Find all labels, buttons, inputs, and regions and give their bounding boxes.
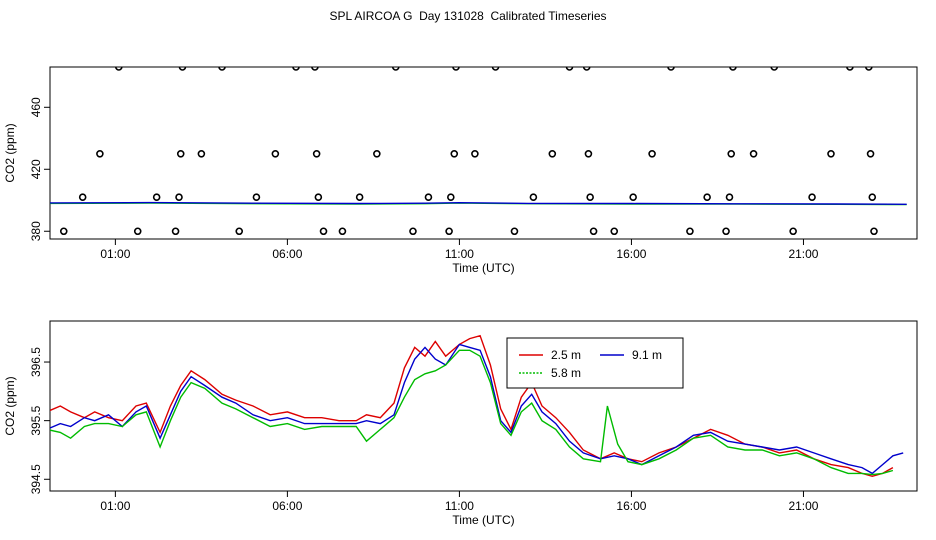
data-point (846, 67, 854, 71)
x-tick-label: 06:00 (272, 247, 302, 261)
chart-title: SPL AIRCOA G Day 131028 Calibrated Times… (329, 9, 607, 23)
data-point (565, 67, 574, 71)
data-point (629, 193, 637, 201)
data-point (319, 227, 328, 236)
data-point (152, 193, 161, 201)
data-point (271, 149, 280, 158)
legend-label: 5.8 m (551, 366, 581, 380)
data-point (471, 149, 479, 158)
data-point (175, 193, 183, 201)
plot-frame-1 (49, 66, 918, 240)
legend-label: 2.5 m (551, 348, 581, 362)
data-point (610, 227, 619, 236)
data-point (450, 149, 459, 158)
data-point (178, 67, 187, 71)
data-point (409, 227, 417, 236)
data-point (391, 67, 400, 71)
data-point (292, 67, 300, 71)
data-point (78, 193, 87, 201)
data-point (729, 67, 737, 71)
data-point (703, 193, 711, 201)
data-point (218, 67, 226, 71)
plot-frame-2 (49, 320, 918, 492)
data-point (510, 227, 519, 236)
x-tick-label: 01:00 (100, 499, 130, 513)
y-tick-label: 380 (29, 221, 43, 241)
legend-label: 9.1 m (632, 348, 662, 362)
data-point (827, 149, 835, 158)
data-point (866, 149, 875, 158)
x-tick-label: 16:00 (616, 247, 646, 261)
y-tick-label: 395.5 (29, 405, 43, 435)
data-point (865, 67, 873, 71)
data-point (445, 227, 453, 236)
data-point (870, 227, 878, 236)
data-point (789, 227, 797, 236)
data-point (722, 227, 730, 236)
series-line-2 (50, 201, 907, 205)
data-point (197, 149, 206, 158)
data-point (648, 149, 656, 158)
data-point (548, 149, 557, 158)
legend-box (506, 337, 684, 389)
x-tick-label: 16:00 (616, 499, 646, 513)
y-tick-label: 394.5 (29, 464, 43, 494)
y-tick-label: 396.5 (29, 347, 43, 377)
data-point (686, 227, 694, 236)
data-point (355, 193, 364, 201)
data-point (868, 193, 877, 201)
data-point (529, 193, 538, 201)
data-point (171, 227, 180, 236)
series-line-5-8-m (50, 349, 894, 476)
data-point (424, 193, 433, 201)
data-point (59, 227, 68, 236)
data-point (589, 227, 598, 236)
plot-area-1 (50, 67, 907, 236)
data-point (452, 67, 460, 71)
y-axis-label: CO2 (ppm) (3, 376, 17, 435)
x-tick-label: 21:00 (788, 499, 818, 513)
data-point (447, 193, 455, 201)
data-point (725, 193, 734, 201)
data-point (312, 149, 321, 158)
data-point (584, 149, 593, 158)
data-point (582, 67, 591, 71)
data-point (338, 227, 347, 236)
data-point (770, 67, 779, 71)
y-tick-label: 460 (29, 97, 43, 117)
data-point (491, 67, 500, 71)
y-axis-label: CO2 (ppm) (3, 123, 17, 182)
data-point (314, 193, 323, 201)
x-tick-label: 01:00 (100, 247, 130, 261)
x-axis-label: Time (UTC) (452, 513, 514, 527)
x-tick-label: 11:00 (445, 499, 474, 513)
data-point (727, 149, 736, 158)
data-point (133, 227, 142, 236)
data-point (235, 227, 244, 236)
data-point (311, 67, 319, 71)
plot-area-2 (50, 334, 904, 478)
data-point (749, 149, 758, 158)
y-tick-label: 420 (29, 159, 43, 179)
data-point (176, 149, 185, 158)
x-axis-label: Time (UTC) (452, 261, 514, 275)
x-tick-label: 21:00 (788, 247, 818, 261)
data-point (808, 193, 816, 201)
x-tick-label: 11:00 (445, 247, 474, 261)
series-line-9-1-m (50, 343, 904, 475)
data-point (373, 149, 381, 158)
data-point (115, 67, 123, 71)
x-tick-label: 06:00 (272, 499, 302, 513)
data-point (96, 149, 104, 158)
data-point (252, 193, 261, 201)
data-point (586, 193, 594, 201)
data-point (667, 67, 675, 71)
